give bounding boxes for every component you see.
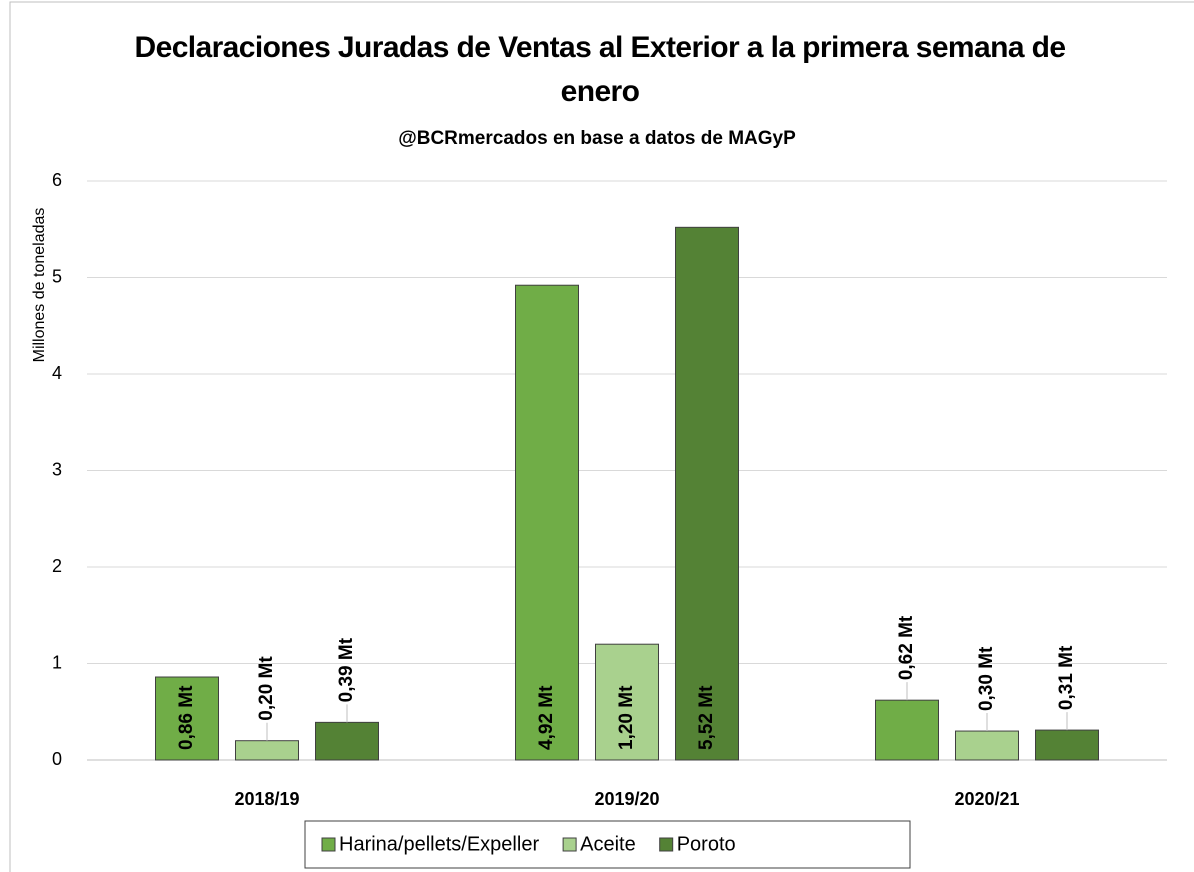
legend-swatch <box>659 837 674 852</box>
bar <box>155 676 219 761</box>
y-tick-label: 4 <box>52 363 62 383</box>
data-label: 0,31 Mt <box>1056 645 1077 710</box>
legend-label: Harina/pellets/Expeller <box>339 833 539 855</box>
data-label: 0,39 Mt <box>336 637 357 702</box>
bar <box>955 730 1019 761</box>
data-label: 0,20 Mt <box>256 656 277 721</box>
y-axis-label: Millones de toneladas <box>31 208 48 363</box>
data-label: 0,86 Mt <box>176 685 197 750</box>
y-tick-label: 5 <box>52 266 62 286</box>
y-tick-label: 1 <box>52 652 62 672</box>
data-label: 1,20 Mt <box>616 685 637 750</box>
bar <box>1035 729 1099 761</box>
legend-swatch <box>321 837 336 852</box>
y-tick-label: 6 <box>52 170 62 190</box>
bar <box>875 699 939 761</box>
bar <box>235 740 299 761</box>
legend-box <box>304 820 911 869</box>
chart-title: Declaraciones Juradas de Ventas al Exter… <box>134 31 1067 108</box>
legend-label: Aceite <box>580 833 636 855</box>
y-tick-label: 0 <box>52 749 62 769</box>
y-tick-label: 3 <box>52 459 62 479</box>
bar <box>315 721 379 761</box>
legend-swatch <box>562 837 577 852</box>
y-tick-label: 2 <box>52 556 62 576</box>
x-tick-label: 2019/20 <box>594 789 659 809</box>
x-tick-label: 2018/19 <box>234 789 299 809</box>
data-label: 4,92 Mt <box>536 685 557 750</box>
legend-label: Poroto <box>677 833 736 855</box>
data-label: 5,52 Mt <box>696 685 717 750</box>
bar <box>675 226 739 761</box>
data-label: 0,30 Mt <box>976 646 997 711</box>
frame <box>9 1 1194 872</box>
bar <box>595 643 659 761</box>
x-tick-label: 2020/21 <box>954 789 1019 809</box>
data-label: 0,62 Mt <box>896 615 917 680</box>
chart-subtitle: @BCRmercados en base a datos de MAGyP <box>398 128 796 149</box>
bar <box>515 284 579 761</box>
